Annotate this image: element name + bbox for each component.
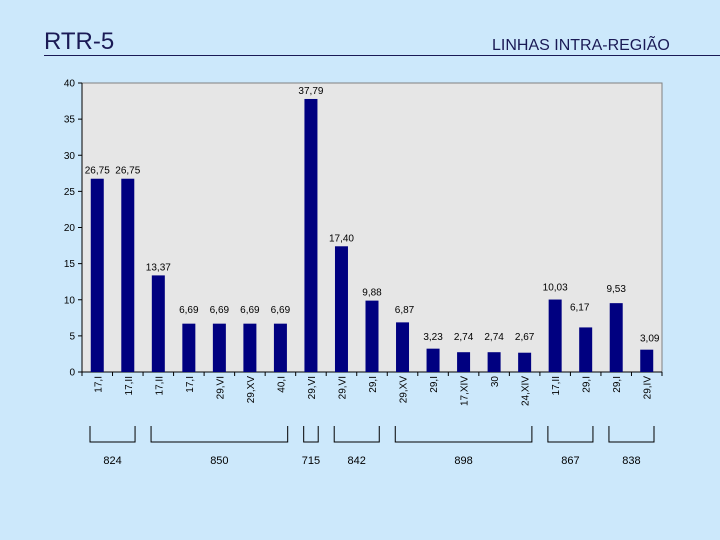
bar bbox=[182, 323, 196, 372]
data-label: 17,40 bbox=[329, 233, 354, 244]
data-label: 13,37 bbox=[146, 262, 171, 273]
group-bracket bbox=[333, 426, 380, 443]
x-tick-label: 30 bbox=[490, 376, 501, 388]
y-tick-label: 5 bbox=[69, 331, 75, 342]
x-tick-label: 29,I bbox=[612, 376, 623, 393]
group-label: 838 bbox=[622, 455, 640, 467]
group-bracket bbox=[150, 426, 289, 443]
data-label: 37,79 bbox=[298, 86, 323, 97]
bar bbox=[121, 178, 135, 372]
bar bbox=[334, 246, 348, 372]
data-label: 6,69 bbox=[271, 305, 291, 316]
group-bracket bbox=[608, 426, 655, 443]
group-label: 715 bbox=[302, 455, 320, 467]
category-labels: 17,I 17,II 17,II 17,I 29,VI 29,XV 40,I 29,VI 29,… bbox=[93, 376, 653, 406]
y-tick-label: 15 bbox=[64, 259, 76, 270]
bar bbox=[579, 327, 593, 372]
bar bbox=[90, 178, 104, 372]
bar bbox=[640, 349, 654, 372]
bar bbox=[304, 98, 318, 372]
group-label: 867 bbox=[561, 455, 579, 467]
y-tick-label: 25 bbox=[64, 187, 76, 198]
title-rule bbox=[44, 55, 720, 56]
y-tick-label: 20 bbox=[64, 223, 76, 234]
data-label: 3,23 bbox=[423, 332, 443, 343]
data-label: 2,74 bbox=[484, 332, 504, 343]
x-tick-label: 17,II bbox=[551, 376, 562, 395]
group-bracket bbox=[303, 426, 319, 443]
bar bbox=[426, 348, 440, 372]
y-tick-label: 35 bbox=[64, 115, 76, 126]
y-tick-label: 10 bbox=[64, 295, 76, 306]
x-tick-label: 29,XV bbox=[246, 376, 257, 404]
x-tick-label: 29,VI bbox=[337, 376, 348, 399]
x-tick-label: 17,II bbox=[154, 376, 165, 395]
group-bracket bbox=[394, 426, 533, 443]
x-tick-label: 17,XIV bbox=[460, 376, 471, 406]
x-tick-label: 29,VI bbox=[215, 376, 226, 399]
data-labels: 26,75 26,75 13,37 6,69 6,69 6,69 6,69 37,79 17,4… bbox=[85, 86, 660, 345]
data-label: 3,09 bbox=[640, 334, 660, 345]
bar bbox=[396, 322, 410, 372]
group-label: 824 bbox=[103, 455, 121, 467]
x-tick-label: 29,I bbox=[429, 376, 440, 393]
slide-title: RTR-5 bbox=[44, 28, 115, 55]
y-tick-label: 40 bbox=[64, 79, 76, 90]
data-label: 10,03 bbox=[543, 283, 568, 294]
slide-subtitle: LINHAS INTRA-REGIÃO bbox=[492, 37, 670, 54]
group-label: 850 bbox=[210, 455, 228, 467]
x-tick-label: 29,I bbox=[582, 376, 593, 393]
group-label: 842 bbox=[348, 455, 366, 467]
x-tick-label: 40,I bbox=[276, 376, 287, 393]
data-label: 6,17 bbox=[570, 303, 590, 314]
x-tick-label: 17,I bbox=[185, 376, 196, 393]
x-tick-label: 17,I bbox=[93, 376, 104, 393]
data-label: 9,88 bbox=[362, 288, 382, 299]
bar bbox=[457, 352, 471, 372]
data-label: 6,69 bbox=[240, 305, 260, 316]
group-bracket bbox=[89, 426, 136, 443]
x-tick-label: 29,I bbox=[368, 376, 379, 393]
bar bbox=[365, 300, 379, 372]
bar bbox=[212, 323, 226, 372]
data-label: 26,75 bbox=[115, 166, 140, 177]
x-tick-label: 24,XIV bbox=[521, 376, 532, 406]
data-label: 6,69 bbox=[179, 305, 199, 316]
x-tick-label: 29,VI bbox=[307, 376, 318, 399]
group-brackets: 824 850 715 842 898 867 838 bbox=[89, 426, 655, 467]
data-label: 26,75 bbox=[85, 166, 110, 177]
data-label: 2,67 bbox=[515, 332, 535, 343]
bar bbox=[518, 352, 532, 372]
data-label: 6,69 bbox=[210, 305, 230, 316]
group-bracket bbox=[547, 426, 594, 443]
y-tick-label: 0 bbox=[69, 368, 75, 379]
y-tick-label: 30 bbox=[64, 151, 76, 162]
x-tick-label: 29,IV bbox=[643, 376, 654, 400]
x-tick-label: 17,II bbox=[124, 376, 135, 395]
x-tick-label: 29,XV bbox=[399, 376, 410, 404]
data-label: 9,53 bbox=[606, 284, 626, 295]
bar bbox=[548, 299, 562, 372]
data-label: 6,87 bbox=[395, 305, 415, 316]
bar bbox=[609, 303, 623, 372]
bars bbox=[90, 98, 654, 372]
group-label: 898 bbox=[454, 455, 472, 467]
bar bbox=[487, 352, 501, 372]
bar bbox=[151, 275, 165, 372]
bar bbox=[273, 323, 287, 372]
data-label: 2,74 bbox=[454, 332, 474, 343]
axes: 0 5 10 15 20 25 30 35 40 bbox=[64, 79, 663, 379]
bar bbox=[243, 323, 257, 372]
